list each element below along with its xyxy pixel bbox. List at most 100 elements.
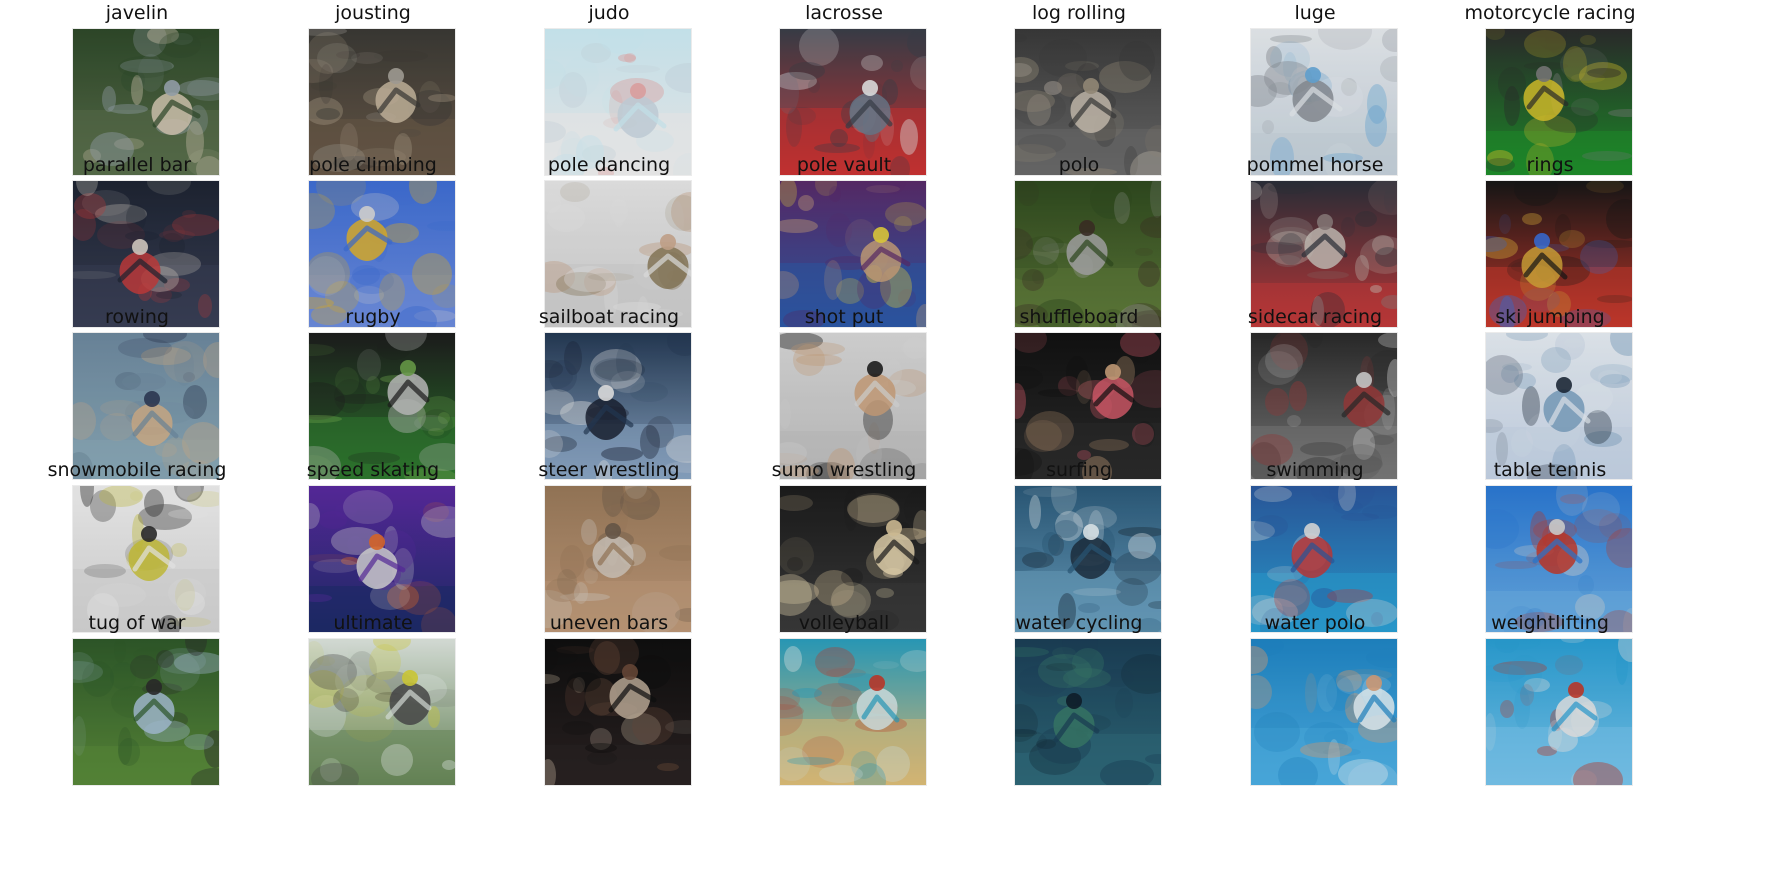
photo-blob [622,487,652,503]
photo-vignette [309,181,455,327]
photo-illustration [309,486,455,632]
photo-blob [1375,247,1397,267]
photo-blob [350,268,394,294]
photo-blob [602,486,624,517]
image-caption: water cycling [1015,612,1143,634]
photo-blob [1258,351,1298,385]
photo-illustration [545,333,691,479]
image-caption: uneven bars [549,612,669,634]
photo-subject [1521,233,1568,288]
photo-blob [1121,303,1161,327]
photo-blob [594,641,620,675]
grid-cell: jousting [238,0,508,176]
photo-blob [313,144,365,172]
photo-blob [621,713,661,745]
photo-blob [819,765,863,783]
image-thumbnail [1015,639,1161,785]
grid-cell: rowing [2,304,272,480]
image-caption: swimming [1266,459,1364,481]
photo-blob [196,156,219,175]
photo-blob [1260,608,1290,632]
photo-ground [1251,283,1397,327]
photo-blob [559,72,587,108]
photo-blob [789,62,825,80]
photo-blob [1552,444,1576,479]
photo-blob [1270,333,1308,370]
photo-blob [1578,575,1594,595]
photo-blob [419,81,441,113]
photo-blob [74,193,106,219]
photo-blob [348,452,400,464]
photo-blob [1099,61,1151,93]
photo-blob [545,193,561,213]
photo-blob [1134,353,1148,363]
photo-blob [73,209,96,241]
photo-blob [1032,270,1044,284]
grid-cell: pole vault [709,152,979,328]
photo-blob [1541,347,1571,373]
photo-blob [560,545,584,579]
photo-blob [126,204,146,232]
photo-blob [168,578,206,608]
photo-illustration [780,486,926,632]
photo-blob [90,490,116,522]
photo-blob [1015,228,1033,260]
photo-blob [1537,29,1567,51]
photo-blob [118,338,172,358]
grid-cell: sidecar racing [1180,304,1450,480]
photo-blob [590,728,612,750]
photo-blob [309,97,343,125]
image-thumbnail [1251,333,1397,479]
photo-blob [780,580,819,604]
photo-blob [1270,137,1294,175]
photo-blob [1327,589,1373,603]
photo-blob [1561,639,1585,643]
photo-blob [671,192,691,232]
photo-blob [780,271,799,299]
photo-blob [1034,299,1084,327]
photo-ground [1486,727,1632,785]
photo-blob [182,422,219,464]
image-thumbnail [73,639,219,785]
photo-blob [169,617,211,627]
photo-blob [1573,762,1623,785]
photo-blob [1114,551,1161,585]
photo-vignette [1251,639,1397,785]
photo-blob [73,652,94,680]
photo-blob [1537,746,1557,756]
photo-blob [1132,314,1161,327]
photo-blob [1341,78,1357,96]
photo-blob [618,54,636,62]
photo-blob [1038,389,1078,397]
photo-blob [1116,578,1148,606]
photo-blob [156,650,174,668]
photo-blob [1046,663,1076,671]
photo-blob [1278,233,1304,265]
photo-ground [309,275,455,327]
photo-blob [1571,73,1605,83]
photo-blob [381,744,413,776]
photo-blob [1582,492,1620,526]
photo-blob [1574,616,1594,624]
photo-blob [1598,370,1622,384]
photo-blob [1495,561,1537,569]
photo-blob [1015,304,1048,326]
photo-blob [309,415,342,423]
grid-cell: weightlifting [1415,610,1685,786]
photo-blob [1266,46,1282,68]
photo-blob [1486,237,1518,259]
image-caption: javelin [105,2,169,24]
photo-subject [643,234,691,289]
photo-blob [1300,442,1346,456]
image-thumbnail [1486,333,1632,479]
image-caption: water polo [1264,612,1366,634]
photo-blob [118,727,132,765]
photo-blob [630,382,668,402]
photo-blob [780,181,797,207]
photo-blob [442,760,455,770]
photo-subject [608,664,657,719]
photo-blob [584,268,616,296]
photo-vignette [73,29,219,175]
photo-blob [1269,217,1313,243]
photo-blob [1026,411,1074,451]
